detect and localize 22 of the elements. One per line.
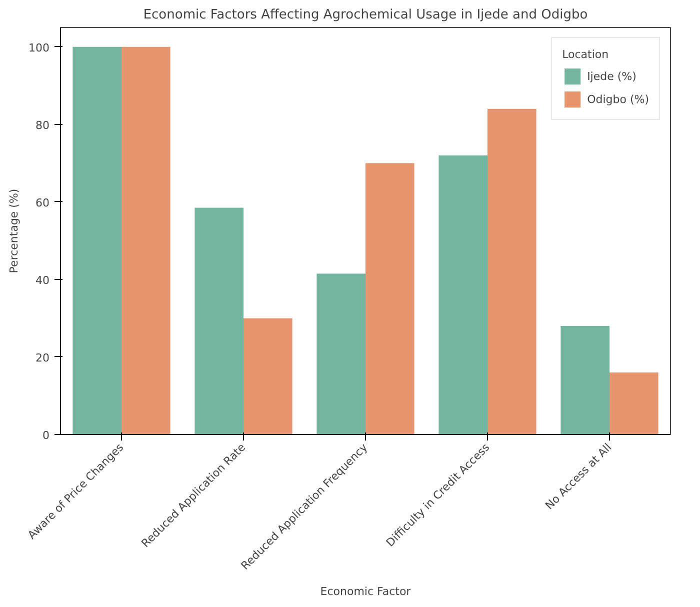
bar xyxy=(122,46,170,434)
chart-title: Economic Factors Affecting Agrochemical Usage in Ijede and Odigbo xyxy=(143,8,588,22)
y-tick-label: 40 xyxy=(36,274,50,287)
legend-label: Ijede (%) xyxy=(587,70,636,82)
bar xyxy=(610,372,658,434)
y-tick-label: 0 xyxy=(42,429,50,442)
y-tick-label: 20 xyxy=(36,351,50,364)
bar xyxy=(194,208,244,434)
y-tick-label: 100 xyxy=(28,41,50,54)
bar xyxy=(488,108,536,434)
bar xyxy=(366,163,414,434)
bar xyxy=(316,274,366,434)
legend-label: Odigbo (%) xyxy=(587,92,649,106)
legend-title: Location xyxy=(562,48,610,61)
x-axis-title: Economic Factor xyxy=(320,584,412,598)
bar xyxy=(560,326,610,434)
bar xyxy=(72,46,122,434)
bar xyxy=(438,155,488,434)
y-tick-label: 60 xyxy=(36,196,50,210)
y-tick-label: 80 xyxy=(36,118,50,132)
y-axis-title: Percentage (%) xyxy=(8,188,21,274)
bar xyxy=(244,318,292,434)
